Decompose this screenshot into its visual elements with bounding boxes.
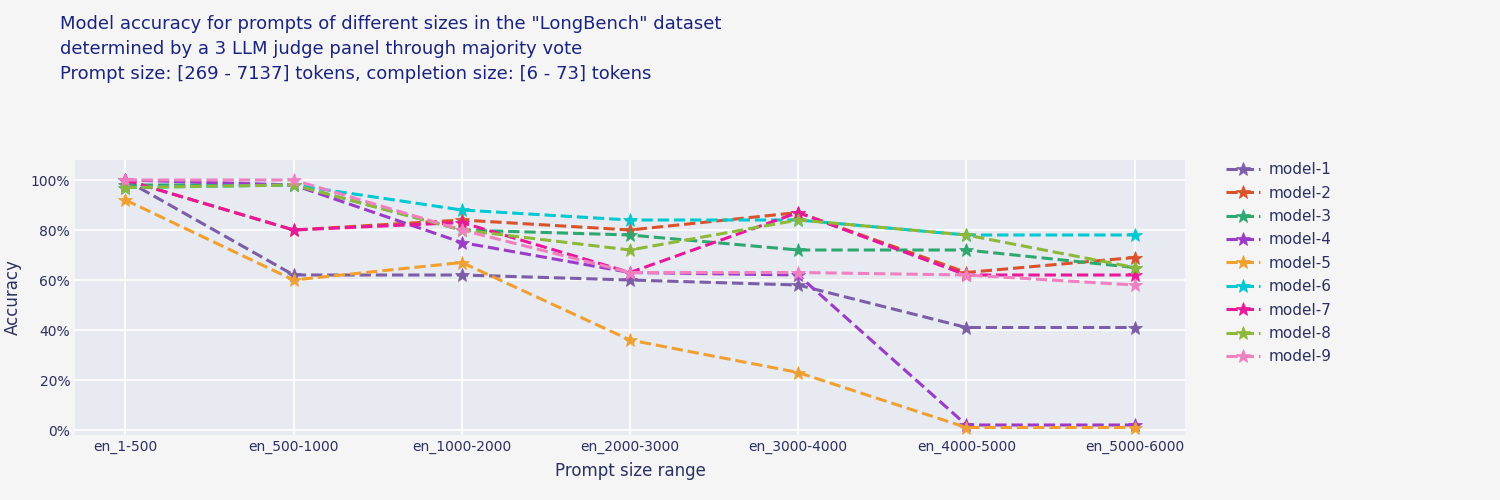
model-4: [1125, 422, 1143, 428]
model-5: [285, 277, 303, 283]
model-1: [453, 272, 471, 278]
model-5: [621, 337, 639, 343]
model-7: [621, 270, 639, 276]
model-2: [957, 270, 975, 276]
model-2: [1125, 254, 1143, 260]
model-7: [453, 220, 471, 226]
model-2: [117, 177, 135, 183]
model-5: [957, 424, 975, 430]
model-4: [453, 240, 471, 246]
model-1: [117, 177, 135, 183]
model-5: [453, 260, 471, 266]
Line: model-4: model-4: [118, 173, 1142, 432]
model-9: [285, 177, 303, 183]
model-1: [1125, 324, 1143, 330]
model-4: [789, 272, 807, 278]
model-5: [117, 197, 135, 203]
model-6: [789, 217, 807, 223]
Y-axis label: Accuracy: Accuracy: [4, 260, 22, 336]
Line: model-1: model-1: [118, 173, 1142, 334]
model-7: [117, 177, 135, 183]
model-5: [789, 370, 807, 376]
model-1: [957, 324, 975, 330]
model-4: [117, 177, 135, 183]
model-6: [957, 232, 975, 238]
model-6: [621, 217, 639, 223]
model-7: [1125, 272, 1143, 278]
model-6: [453, 207, 471, 213]
model-2: [453, 217, 471, 223]
model-8: [453, 227, 471, 233]
model-3: [453, 227, 471, 233]
model-2: [285, 227, 303, 233]
Line: model-5: model-5: [118, 193, 1142, 434]
model-6: [117, 184, 135, 190]
model-7: [789, 210, 807, 216]
model-8: [117, 184, 135, 190]
model-3: [285, 182, 303, 188]
model-1: [285, 272, 303, 278]
model-1: [789, 282, 807, 288]
model-6: [1125, 232, 1143, 238]
Line: model-9: model-9: [118, 173, 1142, 292]
model-3: [1125, 264, 1143, 270]
model-4: [285, 182, 303, 188]
Text: Model accuracy for prompts of different sizes in the "LongBench" dataset
determi: Model accuracy for prompts of different …: [60, 15, 722, 83]
model-1: [621, 277, 639, 283]
model-2: [789, 210, 807, 216]
Legend: model-1, model-2, model-3, model-4, model-5, model-6, model-7, model-8, model-9: model-1, model-2, model-3, model-4, mode…: [1226, 162, 1332, 364]
model-4: [621, 270, 639, 276]
model-9: [957, 272, 975, 278]
model-9: [789, 270, 807, 276]
model-9: [117, 177, 135, 183]
model-2: [621, 227, 639, 233]
model-9: [621, 270, 639, 276]
Line: model-6: model-6: [118, 178, 1142, 242]
model-3: [789, 247, 807, 253]
model-5: [1125, 424, 1143, 430]
model-6: [285, 182, 303, 188]
model-7: [285, 227, 303, 233]
model-9: [1125, 282, 1143, 288]
model-3: [957, 247, 975, 253]
model-8: [957, 232, 975, 238]
model-9: [453, 227, 471, 233]
model-8: [621, 247, 639, 253]
Line: model-3: model-3: [118, 178, 1142, 274]
model-7: [957, 272, 975, 278]
Line: model-2: model-2: [118, 173, 1142, 280]
model-8: [285, 182, 303, 188]
model-4: [957, 422, 975, 428]
Line: model-7: model-7: [118, 173, 1142, 282]
X-axis label: Prompt size range: Prompt size range: [555, 462, 705, 480]
model-3: [621, 232, 639, 238]
Line: model-8: model-8: [118, 178, 1142, 274]
model-8: [789, 217, 807, 223]
model-8: [1125, 264, 1143, 270]
model-3: [117, 182, 135, 188]
